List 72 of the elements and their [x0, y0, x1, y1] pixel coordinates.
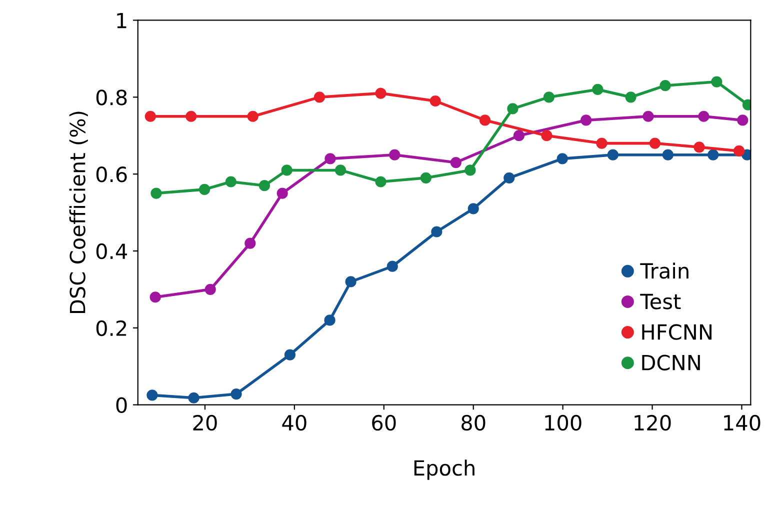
point [660, 80, 671, 92]
legend-label: HFCNN [642, 324, 712, 340]
y-tick-label: 0.2 [96, 320, 126, 336]
point [258, 180, 270, 192]
point [281, 164, 292, 176]
point [543, 92, 555, 103]
y-tick-label: 0.6 [96, 166, 127, 182]
y-tick-label: 0.8 [96, 90, 127, 106]
point [507, 103, 518, 114]
x-tick-label: 40 [282, 414, 306, 431]
point [468, 203, 479, 214]
point [737, 114, 748, 126]
x-axis-title: Epoch [414, 460, 474, 480]
point [150, 292, 161, 303]
point [541, 130, 552, 142]
x-tick-label: 140 [724, 414, 760, 431]
point [244, 238, 256, 249]
point [479, 114, 491, 126]
point [420, 172, 432, 184]
point [276, 188, 288, 199]
point [345, 276, 356, 288]
point [188, 392, 200, 404]
point [592, 84, 604, 96]
point [198, 184, 210, 195]
point [375, 88, 386, 99]
x-tick-label: 20 [193, 414, 217, 431]
point [230, 388, 242, 400]
point [247, 110, 258, 122]
point [150, 188, 162, 199]
y-axis-title: DSC Coefficient (%) [69, 112, 88, 314]
y-tick-label: 0 [116, 397, 127, 414]
legend-label: Test [640, 294, 681, 310]
point [314, 92, 326, 103]
y-tick-label: 0.4 [96, 243, 127, 260]
point [186, 110, 197, 122]
point [386, 260, 398, 272]
x-tick-label: 100 [545, 414, 582, 431]
point [662, 149, 674, 160]
legend-label: Train [640, 262, 688, 279]
y-tick-label: 1 [117, 12, 126, 28]
point [431, 226, 442, 238]
point [324, 314, 336, 326]
point [504, 172, 515, 184]
point [513, 130, 525, 142]
point [694, 142, 705, 153]
point [284, 349, 296, 360]
legend-label: DCNN [642, 354, 700, 370]
point [596, 138, 608, 149]
point [450, 156, 462, 168]
point [334, 164, 346, 176]
point [649, 138, 661, 149]
point [146, 390, 158, 401]
x-tick-label: 60 [372, 414, 396, 431]
point [625, 92, 636, 103]
x-tick-label: 120 [634, 414, 671, 431]
point [144, 110, 156, 122]
point [642, 110, 654, 122]
point [607, 149, 618, 160]
point [711, 76, 722, 88]
point [464, 164, 476, 176]
x-tick-label: 80 [462, 414, 486, 431]
point [225, 176, 236, 188]
point [708, 149, 719, 160]
point [698, 110, 710, 122]
point [204, 284, 216, 295]
point [375, 176, 386, 188]
point [324, 153, 336, 164]
point [733, 145, 745, 157]
point [389, 149, 400, 160]
point [580, 114, 592, 126]
point [556, 153, 568, 164]
point [430, 95, 441, 107]
